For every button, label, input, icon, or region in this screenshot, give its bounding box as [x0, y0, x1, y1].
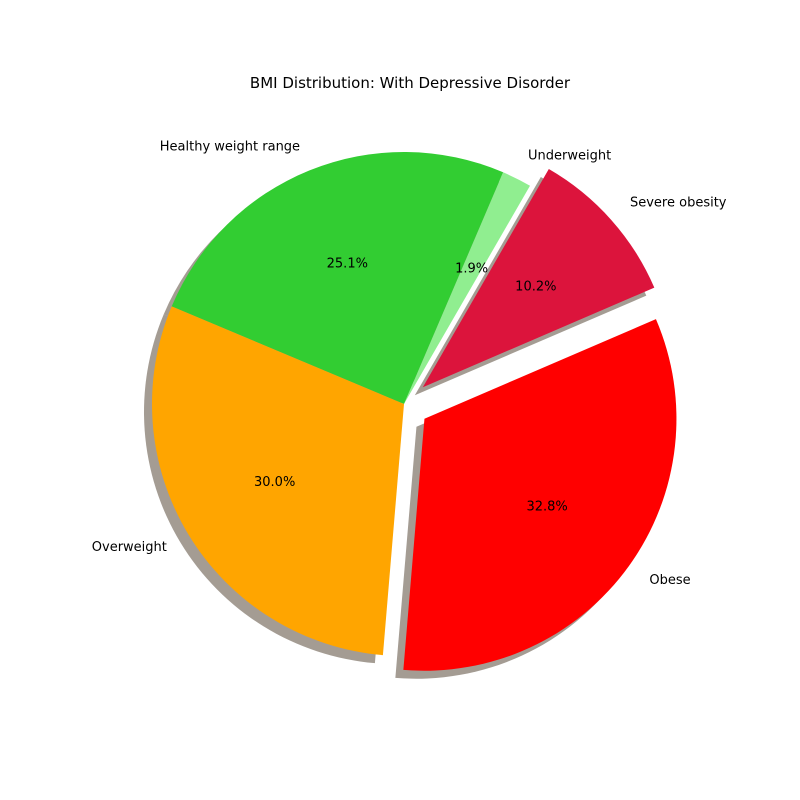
slice-underweight — [404, 172, 530, 404]
slice-healthy-weight-range — [171, 152, 504, 404]
category-label-underweight: Underweight — [528, 149, 611, 164]
pie-slice-layer — [151, 152, 677, 671]
category-label-healthy-weight-range: Healthy weight range — [160, 140, 300, 155]
slice-severe-obesity — [422, 169, 655, 388]
category-label-overweight: Overweight — [92, 540, 167, 555]
pie-label-layer: 1.9% Underweight 25.1% Healthy weight range… — [92, 140, 727, 589]
pct-label-severe-obesity: 10.2% — [515, 279, 556, 294]
pct-label-underweight: 1.9% — [455, 261, 488, 276]
chart-title: BMI Distribution: With Depressive Disord… — [250, 74, 571, 92]
category-label-obese: Obese — [649, 573, 690, 588]
category-label-severe-obesity: Severe obesity — [630, 196, 727, 211]
slice-overweight — [151, 306, 404, 656]
pct-label-obese: 32.8% — [526, 500, 567, 515]
slice-obese — [403, 319, 677, 671]
pct-label-healthy-weight-range: 25.1% — [327, 256, 368, 271]
pct-label-overweight: 30.0% — [254, 475, 295, 490]
